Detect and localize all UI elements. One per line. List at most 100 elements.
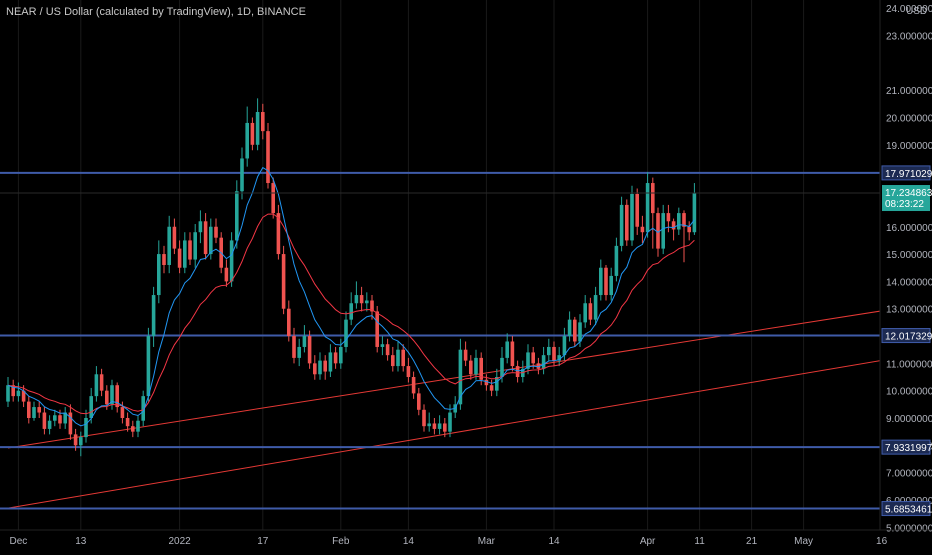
time-axis-tick: 16 xyxy=(876,536,888,547)
candle-bullish xyxy=(614,245,619,276)
candle-bearish xyxy=(73,434,78,446)
candle-bullish xyxy=(302,336,307,347)
candle-bullish xyxy=(110,385,114,405)
candle-bullish xyxy=(141,396,145,421)
candle-bearish xyxy=(276,213,281,255)
candle-bullish xyxy=(167,226,171,265)
candle-bullish xyxy=(344,319,348,347)
price-axis-tick: 11.00000000 xyxy=(886,359,932,370)
candle-bullish xyxy=(661,213,665,249)
candle-bearish xyxy=(333,352,338,364)
time-axis-tick: 14 xyxy=(548,536,560,547)
level-price-label-box xyxy=(881,501,931,517)
candle-bullish xyxy=(500,357,504,378)
candle-bearish xyxy=(99,374,104,391)
candle-bullish xyxy=(541,355,546,369)
candle-bullish xyxy=(645,183,650,233)
candle-bullish xyxy=(458,349,463,405)
candle-bullish xyxy=(567,319,572,337)
candle-bullish xyxy=(53,415,57,421)
candle-bearish xyxy=(313,363,317,375)
candle-bearish xyxy=(115,385,119,408)
candle-bullish xyxy=(63,412,67,424)
candle-bullish xyxy=(157,254,161,296)
candle-bearish xyxy=(42,412,47,429)
candle-bearish xyxy=(292,336,296,358)
candle-bullish xyxy=(229,240,234,282)
candle-bullish xyxy=(593,295,598,320)
candle-bearish xyxy=(287,308,291,337)
candle-bullish xyxy=(349,303,353,320)
candle-bullish xyxy=(84,417,88,438)
candle-bearish xyxy=(281,254,286,309)
price-axis-background xyxy=(880,0,932,550)
candle-bearish xyxy=(573,319,577,342)
candle-bullish xyxy=(32,407,36,418)
candle-bullish xyxy=(318,360,322,375)
candle-bearish xyxy=(536,363,541,369)
candle-bearish xyxy=(391,355,395,367)
price-axis-tick: 10.00000000 xyxy=(886,387,932,398)
candle-bearish xyxy=(27,401,31,418)
candle-bearish xyxy=(172,226,177,249)
candle-bearish xyxy=(131,426,135,432)
candle-bearish xyxy=(21,390,26,402)
candle-bullish xyxy=(526,352,530,369)
candle-bullish xyxy=(609,275,613,296)
candle-bullish xyxy=(235,191,239,241)
time-axis-tick: 2022 xyxy=(168,536,191,547)
candle-bullish xyxy=(16,390,21,397)
symbol-title: NEAR / US Dollar (calculated by TradingV… xyxy=(6,6,306,18)
trend-line xyxy=(7,354,913,509)
candle-bearish xyxy=(105,390,109,405)
candle-bearish xyxy=(510,341,515,367)
time-axis-tick: 11 xyxy=(694,536,705,547)
candle-bearish xyxy=(640,226,645,233)
candle-bullish xyxy=(448,412,452,432)
candle-bullish xyxy=(79,437,83,446)
time-axis-tick: 21 xyxy=(746,536,758,547)
candle-bearish xyxy=(531,352,535,364)
candle-bullish xyxy=(474,357,478,375)
candle-bullish xyxy=(437,423,442,429)
level-price-label: 12.01732980 xyxy=(885,332,932,343)
candle-bullish xyxy=(562,336,567,356)
time-axis-tick: May xyxy=(794,536,813,547)
candle-bearish xyxy=(203,221,208,255)
time-axis-tick: 14 xyxy=(403,536,415,547)
candle-bullish xyxy=(599,267,603,296)
candle-bullish xyxy=(396,349,400,367)
candle-bearish xyxy=(120,407,125,418)
candle-bearish xyxy=(406,366,411,378)
moving-average-fast xyxy=(7,166,695,427)
candle-bullish xyxy=(630,193,634,241)
candle-bullish xyxy=(692,193,697,233)
candle-bullish xyxy=(151,295,156,337)
candle-bullish xyxy=(297,346,301,358)
candle-bearish xyxy=(651,183,655,214)
time-axis-tick: Feb xyxy=(332,536,350,547)
candle-bearish xyxy=(266,131,270,184)
candle-bearish xyxy=(125,417,130,427)
candle-bullish xyxy=(240,158,244,192)
level-price-label-box xyxy=(881,165,931,181)
time-axis-tick: Dec xyxy=(10,536,28,547)
candle-bullish xyxy=(339,346,343,364)
time-axis-tick: 17 xyxy=(257,536,269,547)
candle-bearish xyxy=(261,112,265,132)
candle-bearish xyxy=(635,193,639,227)
level-price-label: 17.97102904 xyxy=(885,169,932,180)
candle-bearish xyxy=(489,385,494,391)
price-axis-tick: 23.00000000 xyxy=(886,32,932,43)
candle-bullish xyxy=(209,226,213,255)
candle-bearish xyxy=(469,360,473,375)
candle-bullish xyxy=(255,112,260,145)
candle-bearish xyxy=(162,254,166,265)
candle-bearish xyxy=(401,349,405,367)
candle-bullish xyxy=(198,221,203,233)
candle-bearish xyxy=(323,360,327,372)
candle-bearish xyxy=(463,349,468,361)
candle-bullish xyxy=(193,232,197,260)
